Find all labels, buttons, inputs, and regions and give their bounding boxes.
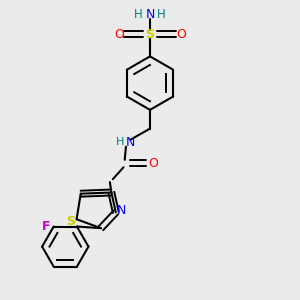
Text: O: O (176, 28, 186, 40)
Text: N: N (117, 204, 127, 218)
Text: H: H (157, 8, 166, 21)
Text: F: F (42, 220, 50, 233)
Text: N: N (125, 136, 135, 149)
Text: S: S (146, 28, 154, 40)
Text: H: H (116, 137, 124, 147)
Text: S: S (66, 215, 75, 228)
Text: H: H (134, 8, 143, 21)
Text: N: N (145, 8, 155, 21)
Text: O: O (148, 157, 158, 170)
Text: O: O (114, 28, 124, 40)
